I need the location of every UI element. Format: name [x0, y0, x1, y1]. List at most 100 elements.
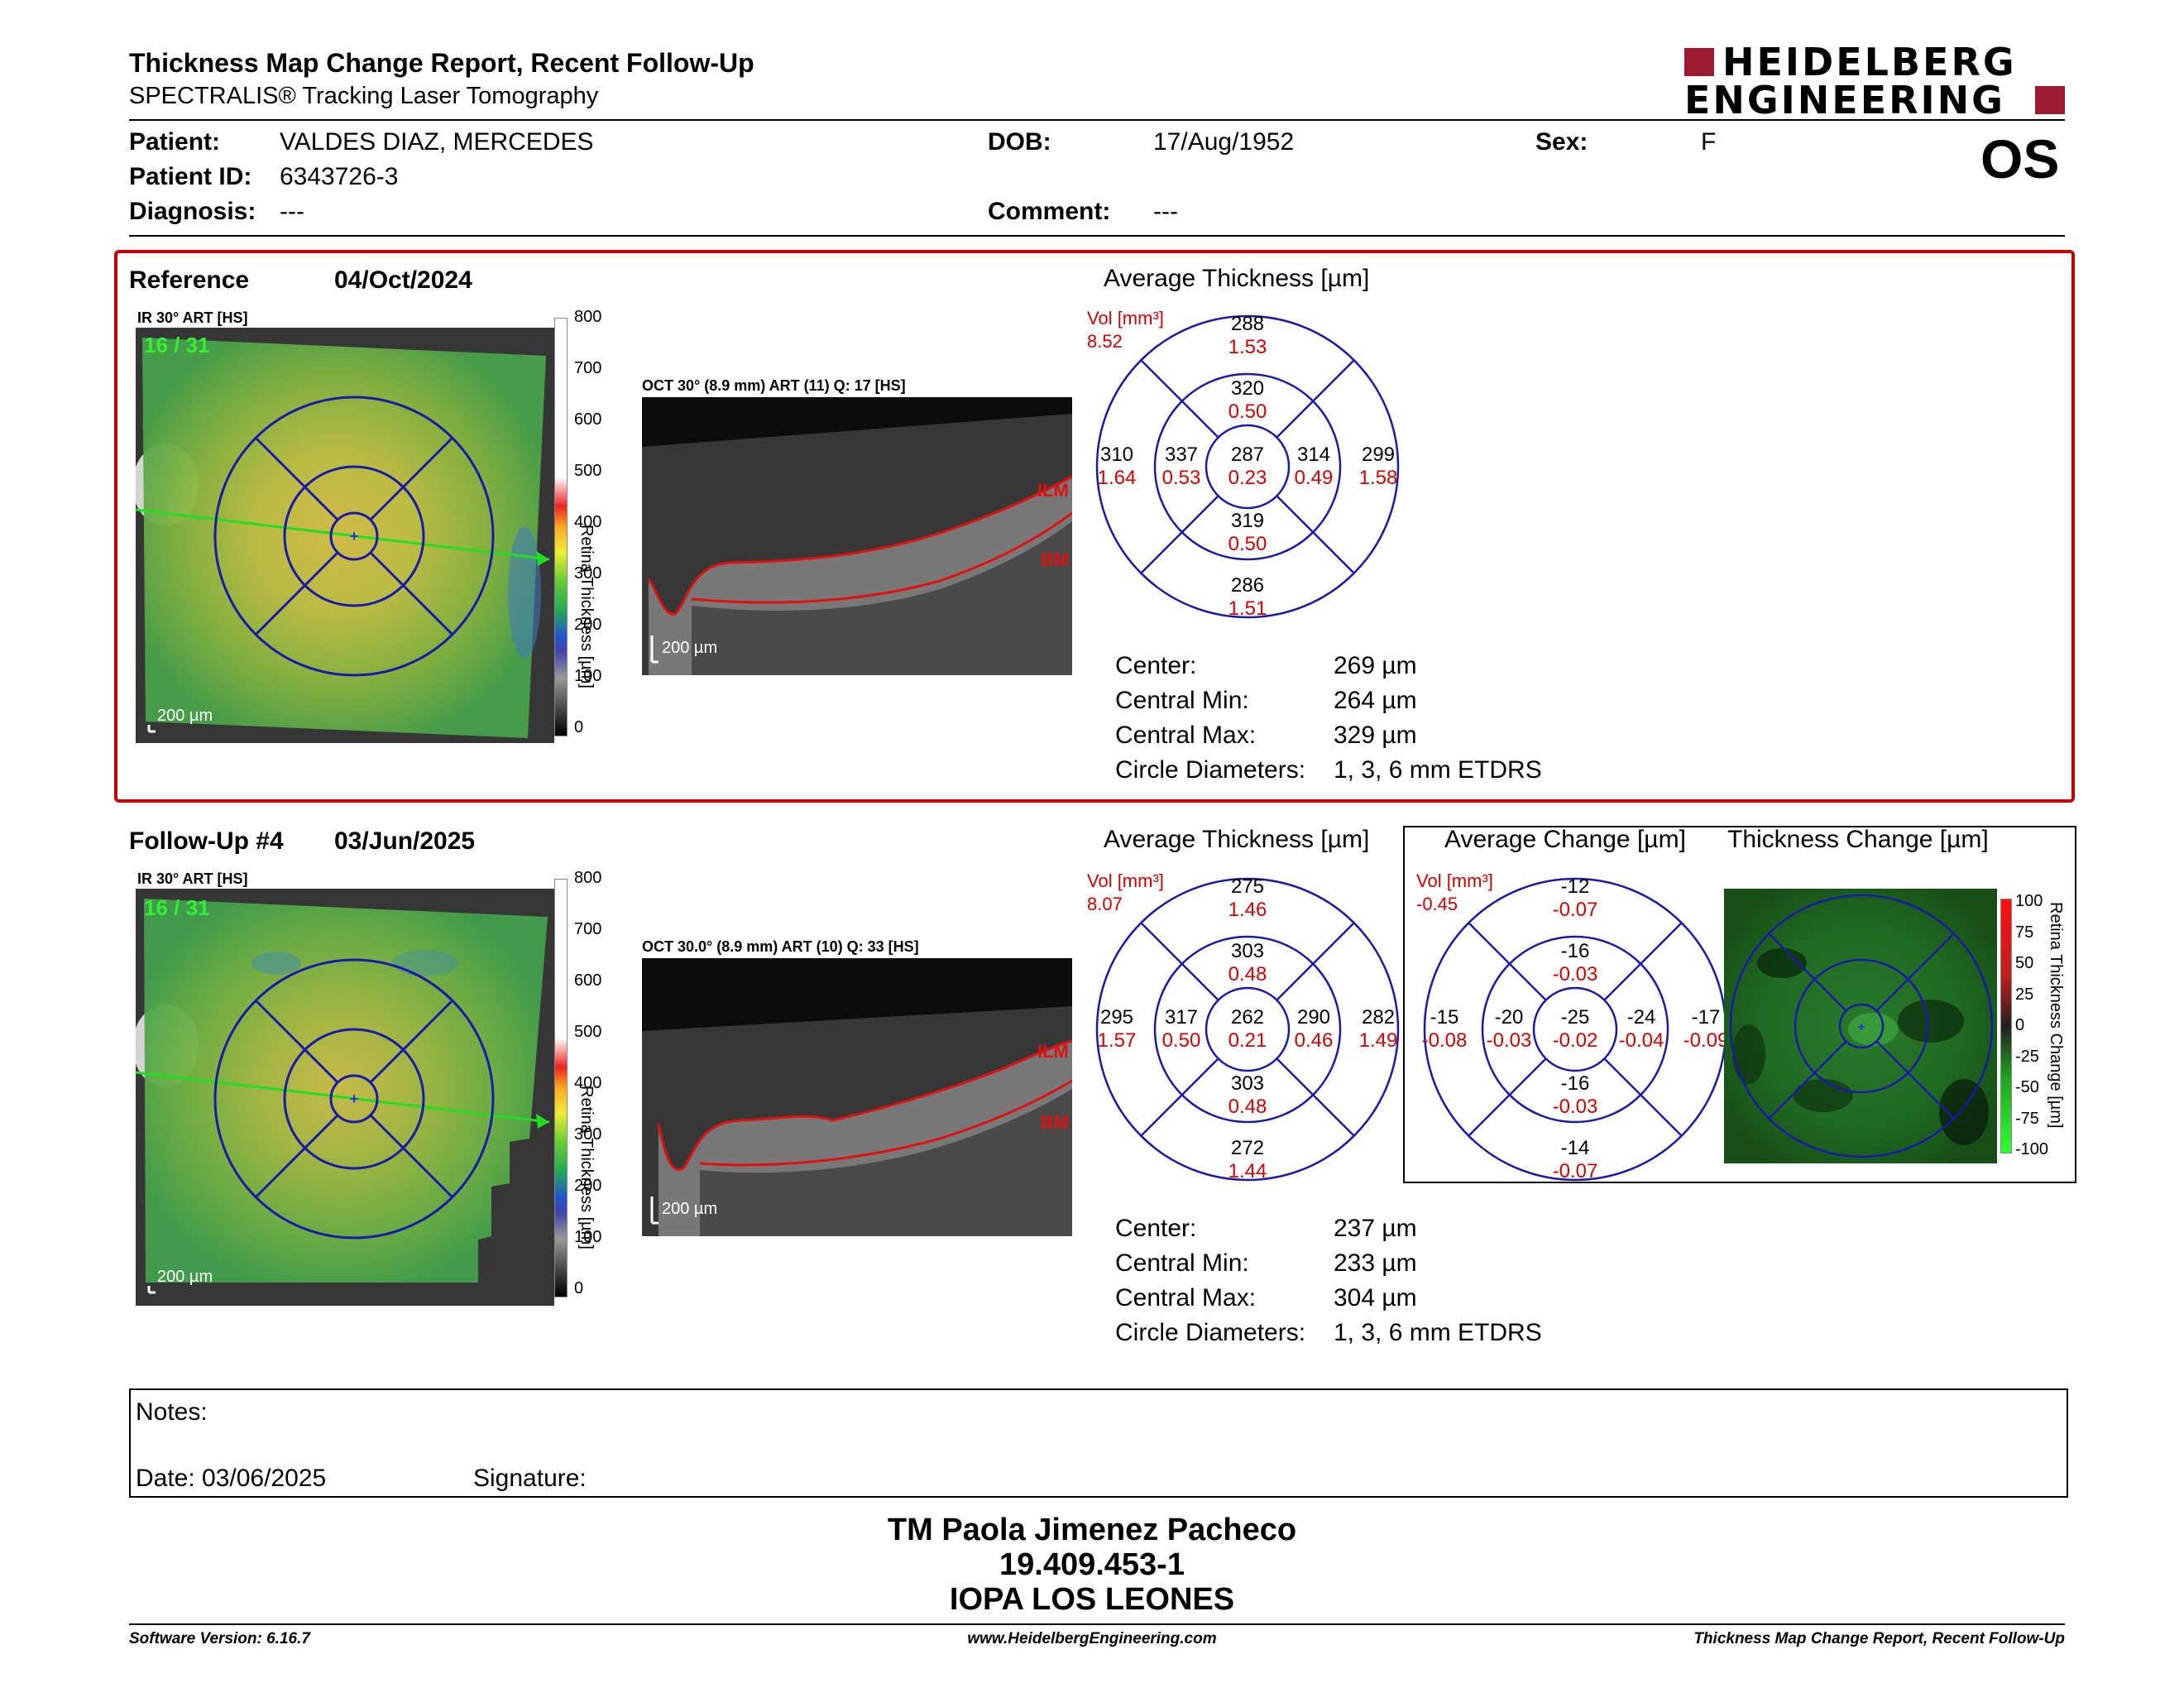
sector-volume: 0.50	[1228, 533, 1267, 555]
colorbar-tick: 200	[574, 1177, 602, 1195]
followup-colorbar	[554, 879, 568, 1297]
sector-volume: 0.48	[1228, 1096, 1267, 1118]
etdrs-sector-outer-tem: 299 1.58	[1345, 444, 1411, 490]
followup-stat-min: 233 µm	[1334, 1249, 1417, 1277]
diagnosis-value: ---	[280, 198, 304, 225]
colorbar-tick: 300	[574, 564, 602, 583]
sector-volume: 0.48	[1228, 963, 1267, 985]
sector-volume: -0.04	[1618, 1029, 1664, 1052]
etdrs-sector-inner-nas: 317 0.50	[1148, 1006, 1214, 1053]
sector-volume: 1.51	[1228, 597, 1267, 620]
reference-etdrs-diagram	[1087, 308, 1410, 622]
etdrs-sector-inner-sup: 303 0.48	[1214, 940, 1281, 986]
followup-ir-label: IR 30° ART [HS]	[137, 870, 248, 887]
logo-text-bottom: ENGINEERING	[1684, 78, 2005, 122]
reference-stat-center-label: Center:	[1115, 652, 1197, 679]
website-link[interactable]: www.HeidelbergEngineering.com	[967, 1630, 1217, 1647]
colorbar-tick: 700	[574, 359, 602, 377]
colorbar-tick: 400	[574, 1074, 602, 1092]
followup-vol-label: Vol [mm³]	[1087, 870, 1164, 891]
followup-stat-diam-label: Circle Diameters:	[1115, 1319, 1306, 1346]
sector-volume: 1.49	[1358, 1029, 1398, 1052]
thickness-overlay	[144, 899, 548, 1283]
colorbar-tick: -100	[2015, 1140, 2049, 1158]
report-title: Thickness Map Change Report, Recent Foll…	[129, 48, 754, 78]
etdrs-sector-outer-inf: -14 -0.07	[1542, 1137, 1608, 1183]
reference-label: Reference	[129, 266, 250, 294]
sector-thickness: 286	[1230, 574, 1265, 597]
sector-volume: 0.50	[1228, 400, 1267, 423]
sector-thickness: 290	[1296, 1006, 1331, 1029]
eye-indicator: OS	[1980, 128, 2060, 189]
followup-oct-scale: 200 µm	[662, 1200, 718, 1218]
followup-stats-values: 237 µm 233 µm 304 µm 1, 3, 6 mm ETDRS	[1334, 1211, 1542, 1350]
reference-colorbar-ticks: 800 700 600 500 400 300 200 100 0	[574, 308, 607, 738]
followup-stat-center-label: Center:	[1115, 1215, 1197, 1242]
change-colorbar	[2000, 899, 2012, 1153]
colorbar-tick: 800	[574, 308, 602, 326]
etdrs-grid-reference	[213, 396, 495, 677]
sex-label: Sex:	[1535, 128, 1588, 156]
reference-oct-label: OCT 30° (8.9 mm) ART (11) Q: 17 [HS]	[642, 377, 906, 394]
followup-stats-labels: Center: Central Min: Central Max: Circle…	[1115, 1211, 1305, 1350]
sector-volume: 0.53	[1161, 467, 1201, 489]
sector-thickness: -25	[1560, 1006, 1590, 1029]
followup-oct-label: OCT 30.0° (8.9 mm) ART (10) Q: 33 [HS]	[642, 938, 919, 955]
sector-thickness: 319	[1230, 510, 1265, 532]
signature-label: Signature:	[473, 1465, 587, 1492]
sector-volume: 1.46	[1228, 899, 1267, 921]
fovea-marker-icon: +	[1857, 1020, 1865, 1034]
etdrs-sector-outer-inf: 272 1.44	[1214, 1137, 1281, 1183]
sector-thickness: -16	[1560, 940, 1590, 962]
followup-frame-counter: 16 / 31	[144, 895, 210, 920]
etdrs-sector-outer-tem: -17 -0.09	[1673, 1006, 1739, 1053]
signer-institution: IOPA LOS LEONES	[949, 1582, 1235, 1617]
reference-date: 04/Oct/2024	[334, 266, 472, 294]
sector-thickness: 303	[1230, 1072, 1265, 1095]
sector-volume: -0.03	[1552, 1096, 1598, 1118]
reference-stat-max-label: Central Max:	[1115, 722, 1257, 749]
etdrs-sector-outer-nas: -15 -0.08	[1411, 1006, 1478, 1053]
followup-stat-max: 304 µm	[1334, 1284, 1417, 1312]
followup-colorbar-title: Retina Thickness [µm]	[577, 1086, 596, 1249]
sector-thickness: -17	[1691, 1006, 1721, 1029]
followup-label: Follow-Up #4	[129, 827, 284, 855]
followup-thickness-map: +	[136, 889, 554, 1306]
sector-volume: -0.08	[1421, 1029, 1468, 1052]
change-vol-total: -0.45	[1416, 894, 1458, 914]
etdrs-sector-outer-sup: 288 1.53	[1214, 313, 1281, 359]
ilm-line	[657, 1039, 1072, 1172]
patient-name: VALDES DIAZ, MERCEDES	[280, 128, 594, 156]
etdrs-sector-outer-nas: 310 1.64	[1084, 444, 1150, 490]
sector-volume: -0.03	[1552, 963, 1598, 985]
reference-stat-max: 329 µm	[1334, 722, 1417, 749]
reference-map-scale: 200 µm	[157, 707, 213, 725]
colorbar-tick: 75	[2015, 923, 2034, 942]
sector-volume: -0.07	[1552, 1160, 1598, 1182]
sector-volume: 0.23	[1228, 467, 1267, 489]
sector-thickness: 337	[1164, 444, 1199, 466]
followup-stat-min-label: Central Min:	[1115, 1249, 1249, 1277]
reference-stat-min: 264 µm	[1334, 687, 1417, 714]
thickness-change-map: +	[1724, 889, 1997, 1163]
comment-label: Comment:	[988, 198, 1111, 225]
reference-thickness-map: +	[136, 328, 554, 743]
logo-square-bottom	[2035, 86, 2065, 114]
colorbar-tick: 100	[574, 1228, 602, 1246]
reference-stats-labels: Center: Central Min: Central Max: Circle…	[1115, 649, 1305, 788]
sector-thickness: 287	[1230, 444, 1265, 466]
header-divider	[129, 119, 2065, 121]
sector-volume: 1.53	[1228, 336, 1267, 358]
change-vol-label: Vol [mm³]	[1416, 870, 1493, 891]
reference-avg-title: Average Thickness [µm]	[1104, 265, 1370, 292]
sector-volume: 1.64	[1097, 467, 1137, 489]
reference-frame-counter: 16 / 31	[144, 333, 210, 357]
sector-thickness: 310	[1099, 444, 1134, 466]
reference-colorbar	[554, 318, 568, 736]
logo-text-top: HEIDELBERG	[1722, 40, 2017, 84]
reference-stat-center: 269 µm	[1334, 652, 1417, 679]
colorbar-tick: 0	[574, 1279, 584, 1297]
reference-vol-total: 8.52	[1087, 331, 1123, 352]
footer-report-name: Thickness Map Change Report, Recent Foll…	[1693, 1630, 2065, 1647]
etdrs-sector-inner-nas: 337 0.53	[1148, 444, 1214, 490]
